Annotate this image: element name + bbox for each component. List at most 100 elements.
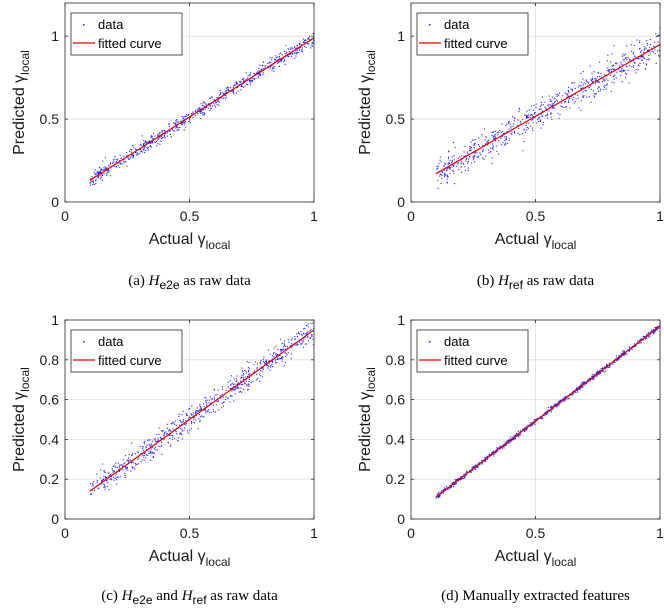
data-point bbox=[596, 81, 598, 83]
data-point bbox=[209, 104, 211, 106]
data-point bbox=[150, 444, 152, 446]
data-point bbox=[568, 97, 571, 99]
data-point bbox=[243, 373, 245, 375]
data-point bbox=[297, 343, 299, 345]
data-point bbox=[503, 447, 505, 449]
data-point bbox=[627, 69, 629, 71]
data-point bbox=[301, 334, 303, 336]
data-point bbox=[207, 107, 209, 109]
data-point bbox=[637, 64, 639, 66]
data-point bbox=[488, 453, 490, 455]
data-point bbox=[227, 86, 229, 88]
data-point bbox=[283, 365, 285, 367]
data-point bbox=[593, 376, 595, 378]
data-point bbox=[214, 104, 216, 106]
data-point bbox=[278, 56, 280, 58]
data-point bbox=[541, 96, 543, 98]
data-point bbox=[283, 61, 285, 63]
data-point bbox=[587, 81, 589, 83]
data-point bbox=[502, 135, 504, 137]
data-point bbox=[165, 433, 168, 435]
legend-box bbox=[70, 12, 183, 56]
data-point bbox=[312, 343, 315, 346]
data-point bbox=[107, 169, 110, 171]
data-point bbox=[286, 55, 289, 57]
data-point bbox=[585, 80, 587, 82]
data-point bbox=[473, 157, 475, 159]
data-point bbox=[248, 369, 250, 371]
data-point bbox=[644, 48, 646, 50]
data-point bbox=[123, 159, 125, 161]
data-point bbox=[588, 378, 591, 380]
data-point bbox=[561, 95, 563, 97]
data-point bbox=[517, 124, 519, 126]
data-point bbox=[551, 408, 553, 410]
data-point bbox=[303, 40, 306, 42]
data-point bbox=[193, 422, 196, 424]
data-point bbox=[143, 442, 145, 444]
data-point bbox=[233, 385, 235, 388]
data-point bbox=[515, 432, 517, 434]
data-point bbox=[102, 169, 104, 171]
data-point bbox=[301, 50, 303, 52]
data-point bbox=[104, 471, 106, 474]
data-point bbox=[495, 451, 498, 453]
data-point bbox=[444, 172, 446, 174]
data-point bbox=[655, 327, 657, 329]
data-point bbox=[639, 342, 641, 344]
data-point bbox=[478, 137, 480, 139]
data-point bbox=[613, 65, 615, 67]
data-point bbox=[473, 466, 475, 468]
data-point bbox=[107, 170, 109, 172]
data-point bbox=[529, 114, 532, 116]
data-point bbox=[220, 97, 222, 99]
data-point bbox=[610, 74, 612, 76]
data-point bbox=[285, 44, 287, 47]
data-point bbox=[592, 90, 595, 92]
data-point bbox=[538, 117, 540, 119]
data-point bbox=[89, 184, 91, 186]
data-point bbox=[202, 416, 204, 418]
data-point bbox=[611, 81, 613, 83]
data-point bbox=[440, 182, 442, 185]
data-point bbox=[151, 447, 153, 449]
data-point bbox=[142, 144, 145, 146]
data-point bbox=[637, 58, 640, 60]
data-point bbox=[567, 95, 569, 97]
data-point bbox=[454, 183, 456, 185]
data-point bbox=[632, 58, 634, 60]
data-point bbox=[447, 488, 449, 490]
data-point bbox=[309, 330, 311, 332]
data-point bbox=[531, 105, 533, 107]
data-point bbox=[197, 428, 199, 430]
data-point bbox=[185, 422, 187, 425]
data-point bbox=[622, 352, 625, 354]
data-point bbox=[472, 159, 474, 161]
data-point bbox=[620, 61, 622, 63]
data-point bbox=[620, 63, 622, 65]
data-point bbox=[175, 424, 177, 426]
data-point bbox=[441, 174, 443, 177]
data-point bbox=[446, 168, 448, 170]
data-point bbox=[441, 177, 443, 179]
data-point bbox=[110, 474, 112, 476]
data-point bbox=[303, 45, 305, 47]
data-point bbox=[222, 396, 224, 398]
data-point bbox=[186, 113, 188, 116]
data-point bbox=[104, 485, 106, 487]
data-point bbox=[96, 171, 98, 173]
data-point bbox=[450, 487, 452, 489]
data-point bbox=[575, 391, 577, 393]
data-point bbox=[266, 364, 268, 366]
data-point bbox=[120, 157, 122, 159]
data-point bbox=[626, 65, 628, 67]
data-point bbox=[206, 405, 208, 407]
data-point bbox=[248, 373, 250, 375]
data-point bbox=[566, 93, 569, 95]
data-point bbox=[175, 122, 177, 124]
data-point bbox=[248, 374, 250, 376]
data-point bbox=[482, 462, 484, 464]
data-point bbox=[465, 158, 467, 160]
data-point bbox=[658, 55, 660, 57]
